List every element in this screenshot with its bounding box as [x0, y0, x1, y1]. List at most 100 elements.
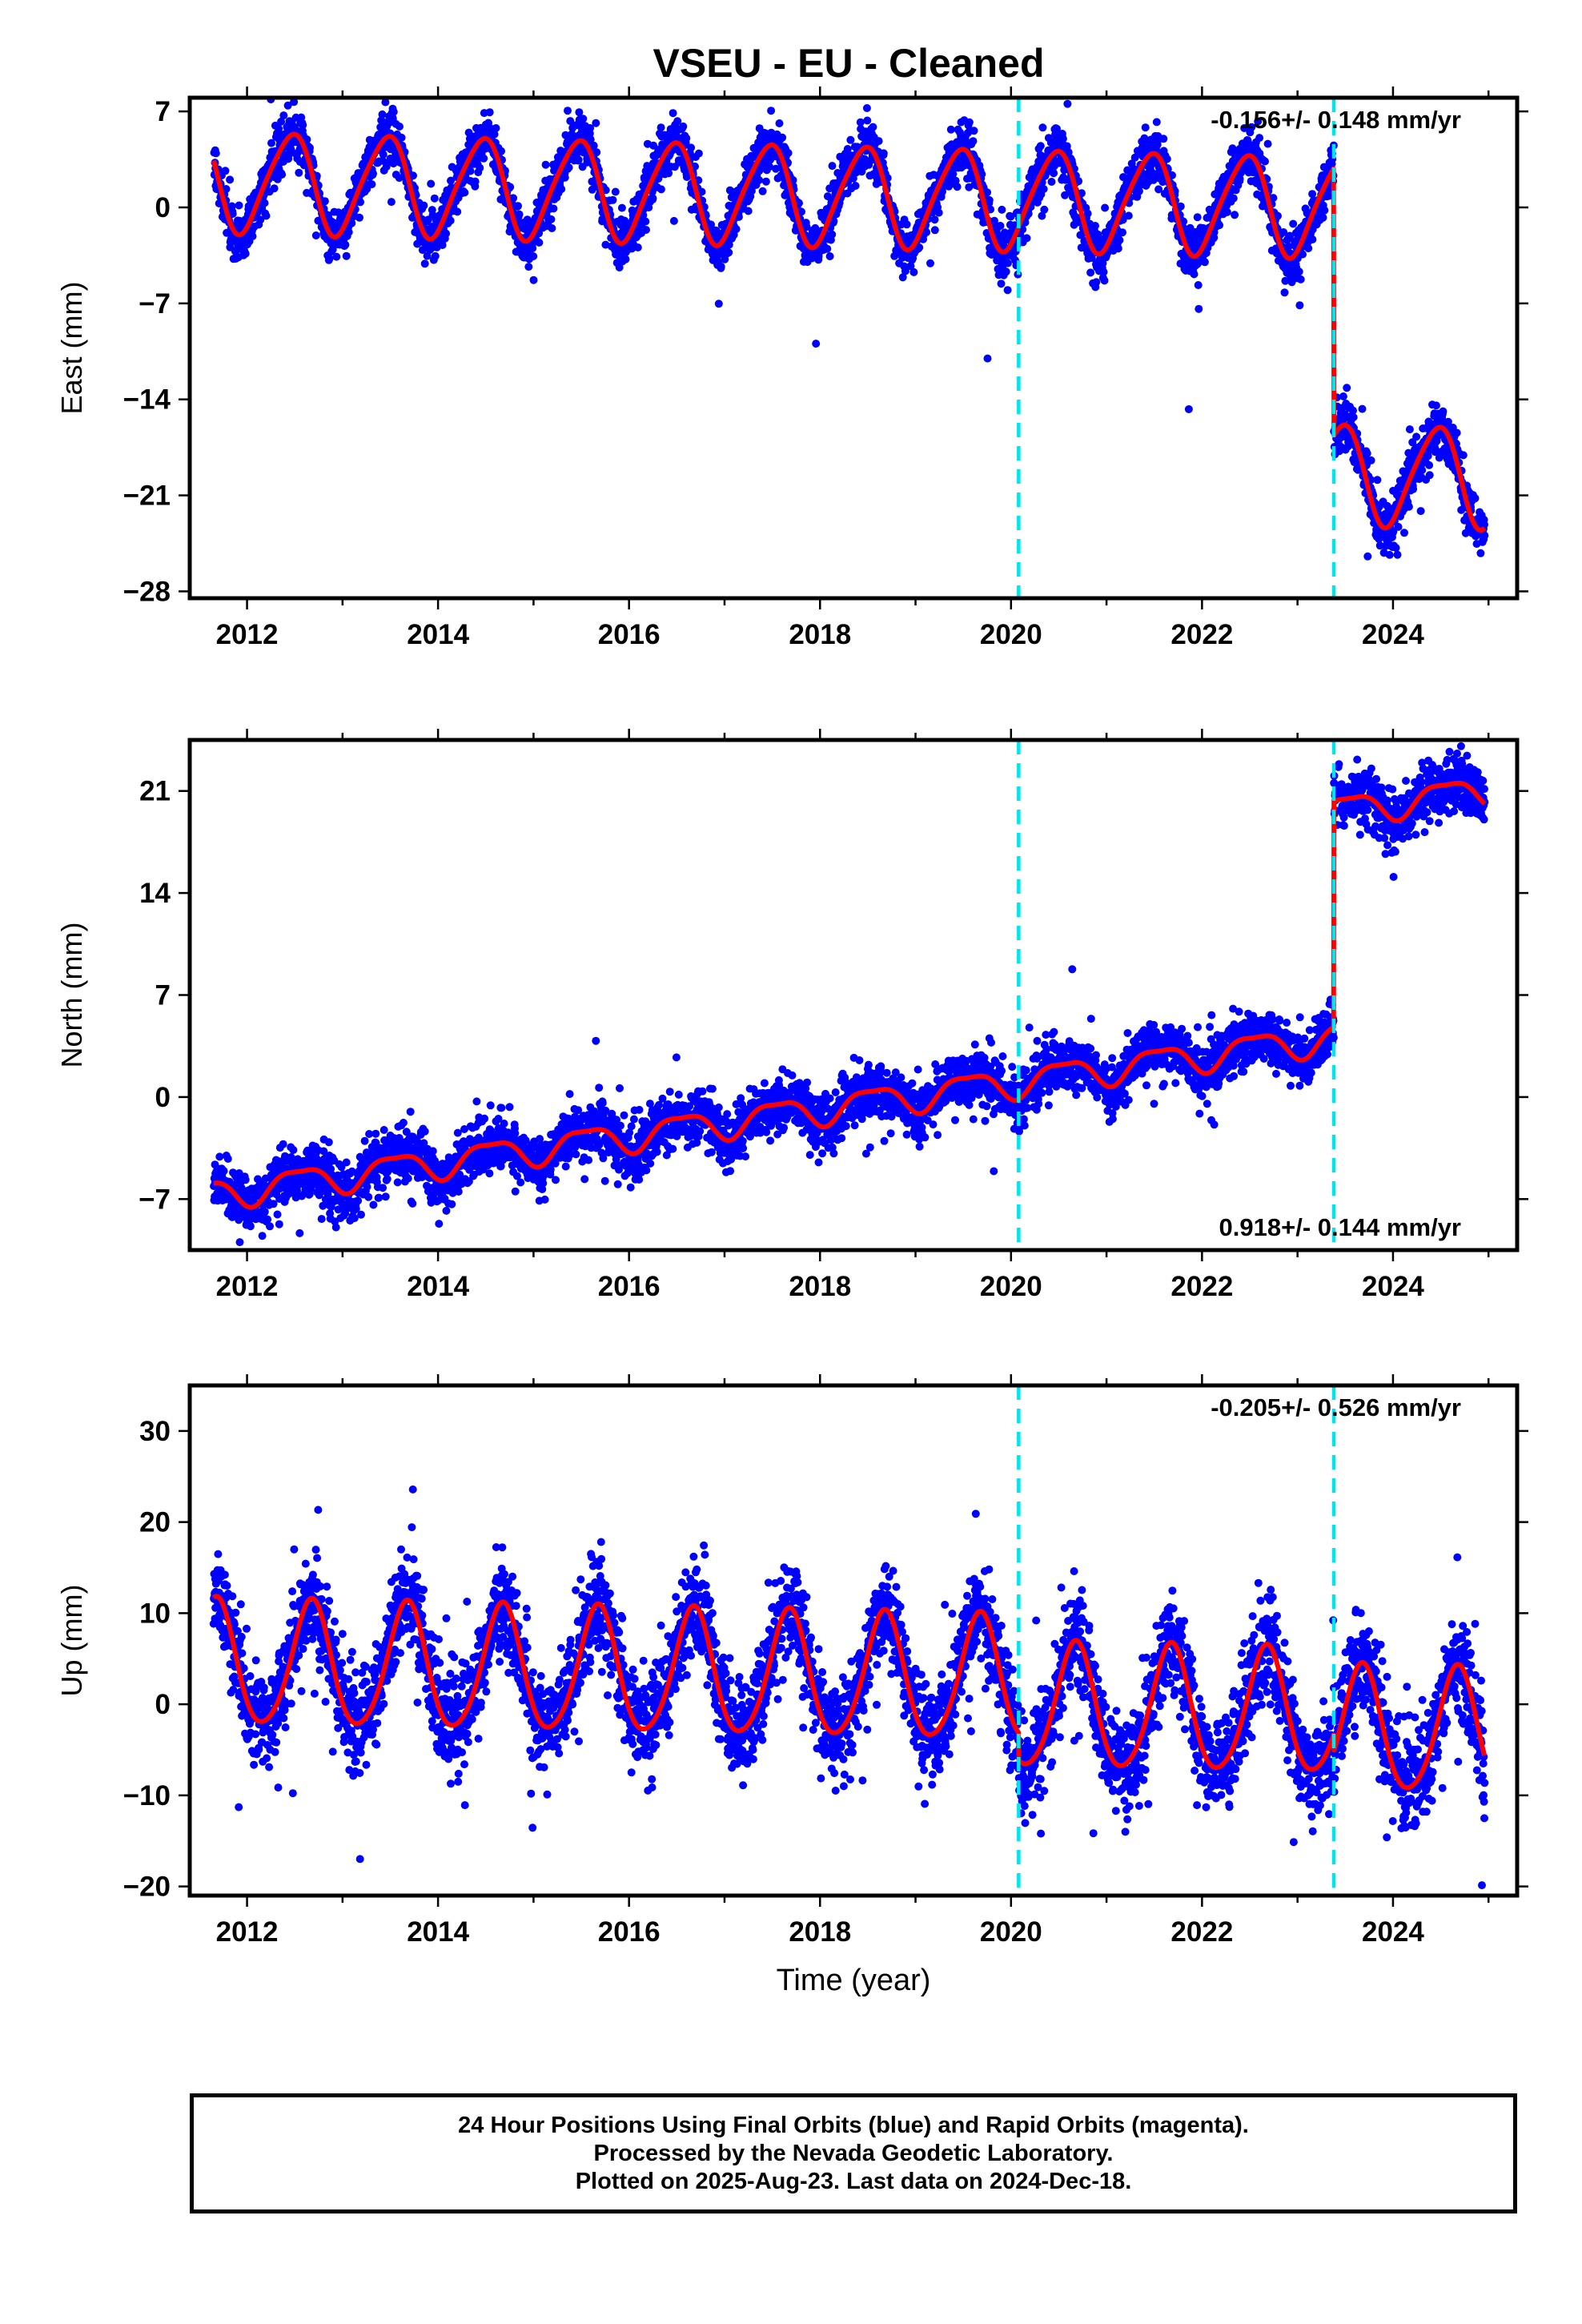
data-point: [1296, 275, 1305, 283]
data-point: [1200, 258, 1209, 267]
data-point: [262, 211, 271, 220]
data-point: [1091, 222, 1099, 230]
data-point: [215, 1152, 224, 1161]
data-point: [394, 78, 402, 86]
data-point: [1050, 169, 1058, 178]
data-point: [953, 183, 962, 191]
data-point: [1431, 401, 1440, 410]
data-point: [930, 226, 939, 235]
data-point: [1184, 405, 1193, 413]
y-tick-label: 0: [155, 192, 171, 223]
data-point: [246, 1222, 255, 1231]
data-point: [497, 147, 505, 155]
data-point: [823, 244, 832, 253]
data-point: [389, 107, 398, 116]
data-point: [219, 1167, 228, 1176]
data-point: [1308, 235, 1317, 243]
data-point: [1040, 205, 1049, 214]
data-point: [758, 187, 767, 195]
data-point: [248, 232, 257, 240]
data-point: [396, 123, 404, 131]
data-point: [431, 251, 440, 260]
data-point: [529, 252, 538, 260]
data-point: [290, 98, 299, 107]
data-point: [862, 104, 871, 112]
data-point: [1394, 522, 1403, 531]
data-point: [529, 275, 538, 284]
data-point: [902, 220, 911, 229]
data-point: [311, 231, 320, 239]
data-point: [642, 226, 650, 234]
data-point: [934, 208, 943, 217]
data-point: [409, 171, 417, 180]
data-point: [1423, 452, 1432, 460]
data-point: [486, 124, 495, 133]
data-point: [983, 354, 992, 363]
data-point: [476, 163, 484, 172]
data-point: [535, 238, 544, 247]
data-point: [275, 1220, 283, 1228]
data-point: [263, 1215, 272, 1224]
data-point: [381, 98, 390, 107]
data-point: [996, 222, 1005, 230]
data-point: [506, 183, 515, 191]
data-point: [423, 251, 432, 260]
data-point: [515, 210, 524, 219]
data-point: [397, 133, 406, 142]
x-tick-label: 2012: [216, 619, 279, 650]
data-point: [767, 107, 776, 115]
data-point: [579, 115, 588, 123]
data-point: [1124, 211, 1133, 220]
data-point: [1299, 250, 1307, 259]
data-point: [669, 109, 677, 118]
data-point: [576, 79, 584, 87]
y-axis-label: East (mm): [55, 282, 88, 415]
data-point: [778, 133, 787, 142]
data-point: [1425, 471, 1434, 480]
data-point: [211, 149, 220, 158]
data-point: [1418, 466, 1427, 475]
data-point: [592, 119, 600, 127]
data-point: [1100, 276, 1109, 285]
data-point: [1159, 135, 1168, 143]
data-point: [320, 197, 329, 206]
data-point: [1409, 485, 1418, 493]
data-point: [1373, 476, 1382, 485]
data-point: [1412, 432, 1421, 441]
data-points: [210, 742, 1489, 1247]
data-point: [275, 124, 283, 133]
data-point: [969, 137, 978, 146]
data-point: [1452, 428, 1461, 437]
data-point: [389, 74, 397, 82]
y-tick-label: −7: [139, 288, 171, 320]
data-point: [241, 1176, 250, 1184]
x-tick-label: 2020: [980, 619, 1042, 650]
data-point: [863, 116, 872, 125]
data-point: [985, 195, 994, 204]
data-point: [1393, 550, 1402, 559]
data-point: [851, 182, 860, 190]
data-point: [641, 217, 650, 226]
data-point: [356, 198, 364, 207]
data-point: [617, 203, 626, 212]
data-point: [1215, 221, 1224, 230]
x-tick-label: 2022: [1170, 619, 1233, 650]
data-point: [694, 149, 703, 158]
data-point: [755, 175, 764, 184]
data-point: [367, 180, 376, 189]
data-point: [446, 216, 455, 225]
data-point: [687, 143, 696, 152]
data-point: [1439, 407, 1447, 416]
data-point: [420, 259, 429, 268]
data-point: [438, 241, 447, 249]
data-point: [608, 195, 617, 204]
data-point: [221, 167, 230, 175]
data-point: [524, 263, 533, 271]
data-point: [946, 125, 955, 134]
data-point: [930, 215, 939, 224]
data-point: [869, 123, 877, 131]
data-point: [1304, 244, 1313, 252]
data-point: [279, 111, 288, 120]
data-point: [541, 160, 550, 169]
data-point: [1480, 521, 1488, 529]
